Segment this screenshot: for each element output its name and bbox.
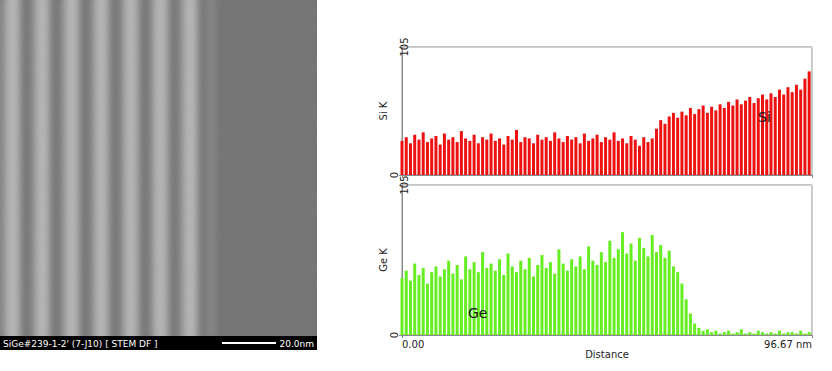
svg-text:105: 105 — [399, 37, 410, 56]
svg-text:SiGe#239-1-2' (7-J10) [ STEM D: SiGe#239-1-2' (7-J10) [ STEM DF ] — [3, 339, 158, 349]
svg-text:0.00: 0.00 — [402, 339, 424, 350]
svg-text:Ge K: Ge K — [378, 248, 389, 272]
svg-text:Si K: Si K — [378, 101, 389, 120]
svg-text:0: 0 — [388, 171, 400, 179]
svg-text:Si: Si — [758, 109, 771, 125]
svg-text:Distance: Distance — [585, 349, 629, 360]
svg-text:20.0nm: 20.0nm — [279, 339, 314, 349]
svg-text:105: 105 — [399, 175, 410, 194]
svg-text:Ge: Ge — [468, 305, 487, 321]
svg-text:0: 0 — [389, 332, 400, 338]
svg-text:96.67 nm: 96.67 nm — [764, 339, 812, 350]
